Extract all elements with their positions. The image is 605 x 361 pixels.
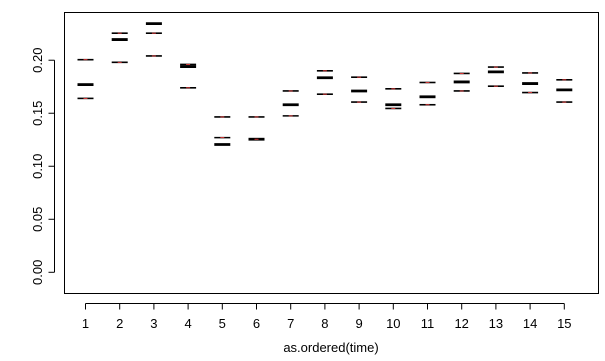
y-tick-label: 0.20 [30, 48, 45, 73]
box-2 [111, 32, 128, 64]
y-tick-label: 0.00 [30, 260, 45, 285]
box-15 [556, 79, 573, 103]
box-10 [385, 88, 402, 110]
box-8 [316, 70, 333, 95]
x-axis: 1 2 3 4 5 6 7 8 9 10 11 12 13 14 15 [82, 303, 572, 331]
x-tick-label: 1 [82, 316, 89, 331]
x-tick-label: 6 [253, 316, 260, 331]
x-tick-label: 8 [321, 316, 328, 331]
y-tick-label: 0.05 [30, 207, 45, 232]
box-11 [419, 81, 436, 106]
x-tick-label: 12 [454, 316, 468, 331]
box-12 [453, 72, 470, 92]
x-tick-label: 13 [489, 316, 503, 331]
y-tick-label: 0.15 [30, 101, 45, 126]
box-3 [145, 22, 162, 57]
plot-frame [64, 12, 599, 294]
x-tick-label: 10 [386, 316, 400, 331]
box-5 [214, 116, 231, 146]
y-axis: 0.00 0.05 0.10 0.15 0.20 [30, 48, 55, 285]
x-tick-label: 3 [150, 316, 157, 331]
x-tick-label: 5 [219, 316, 226, 331]
x-tick-label: 9 [355, 316, 362, 331]
box-6 [248, 116, 265, 141]
box-14 [522, 72, 539, 94]
x-tick-label: 15 [557, 316, 571, 331]
box-4 [180, 63, 197, 89]
x-tick-label: 14 [523, 316, 537, 331]
x-tick-label: 2 [116, 316, 123, 331]
x-tick-label: 4 [184, 316, 191, 331]
y-tick-label: 0.10 [30, 154, 45, 179]
x-tick-label: 11 [421, 316, 435, 331]
box-1 [77, 58, 94, 100]
boxes-group [77, 22, 573, 146]
x-axis-label: as.ordered(time) [283, 340, 378, 355]
box-7 [282, 90, 299, 117]
box-9 [351, 76, 368, 103]
box-13 [487, 66, 504, 87]
x-tick-label: 7 [287, 316, 294, 331]
